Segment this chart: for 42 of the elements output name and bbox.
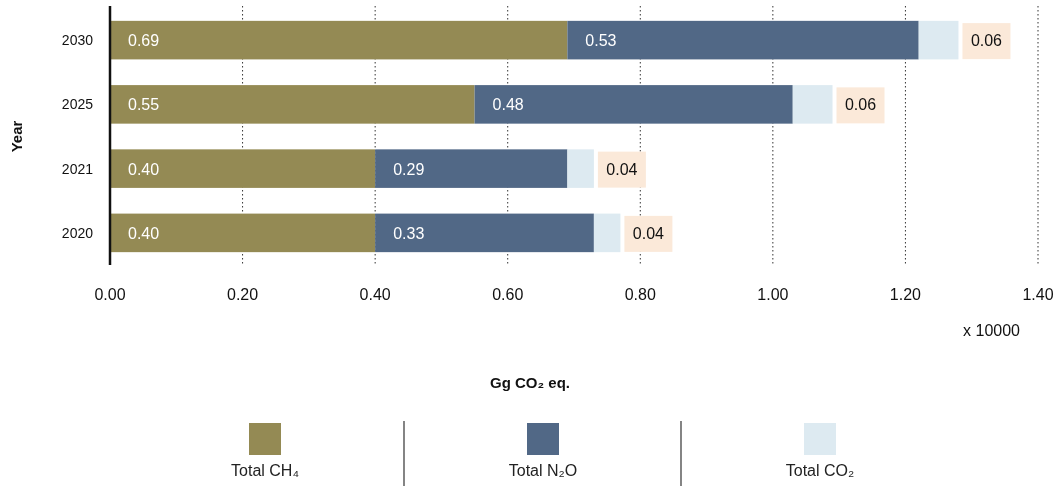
legend-label: Total CH₄ bbox=[231, 462, 299, 479]
bar bbox=[110, 149, 376, 188]
x-axis-title: Gg CO₂ eq. bbox=[489, 374, 571, 391]
bar bbox=[792, 85, 833, 124]
data-label: 0.53 bbox=[585, 32, 617, 50]
y-tick-label: 2030 bbox=[61, 32, 94, 49]
bar bbox=[567, 149, 594, 188]
bar bbox=[593, 213, 621, 253]
legend-label: Total CO₂ bbox=[785, 462, 855, 479]
bar bbox=[375, 213, 594, 253]
data-label: 0.40 bbox=[128, 160, 160, 178]
bar bbox=[918, 20, 959, 60]
data-label: 0.33 bbox=[393, 224, 425, 242]
legend-label: Total N₂O bbox=[508, 462, 578, 479]
y-tick-label: 2025 bbox=[61, 96, 94, 113]
text: x 10000 bbox=[963, 322, 1021, 339]
x-tick-label: 1.00 bbox=[757, 286, 789, 303]
bar bbox=[567, 20, 919, 60]
x-tick-label: 0.60 bbox=[492, 286, 524, 303]
bar bbox=[375, 149, 568, 188]
x-tick-label: 1.20 bbox=[889, 286, 922, 303]
x-tick-label: 0.80 bbox=[624, 286, 656, 303]
x-tick-label: 0.00 bbox=[94, 286, 126, 303]
x-tick-label: 1.40 bbox=[1022, 286, 1054, 303]
data-label: 0.06 bbox=[844, 96, 877, 114]
data-label: 0.55 bbox=[128, 96, 160, 114]
data-label: 0.69 bbox=[128, 32, 160, 50]
data-label: 0.06 bbox=[970, 32, 1003, 50]
x-tick-label: 0.40 bbox=[359, 286, 391, 303]
data-label: 0.40 bbox=[128, 224, 160, 242]
bar bbox=[110, 213, 376, 253]
y-tick-label: 2020 bbox=[61, 224, 94, 241]
y-axis-title: Year bbox=[8, 120, 25, 153]
data-label: 0.48 bbox=[492, 96, 524, 114]
data-label: 0.29 bbox=[393, 160, 425, 178]
y-tick-label: 2021 bbox=[61, 160, 94, 177]
data-label: 0.04 bbox=[632, 224, 665, 242]
data-label: 0.04 bbox=[606, 160, 638, 178]
bar bbox=[110, 85, 475, 124]
bar bbox=[474, 85, 793, 124]
x-tick-label: 0.20 bbox=[227, 286, 259, 303]
bar bbox=[110, 20, 568, 60]
